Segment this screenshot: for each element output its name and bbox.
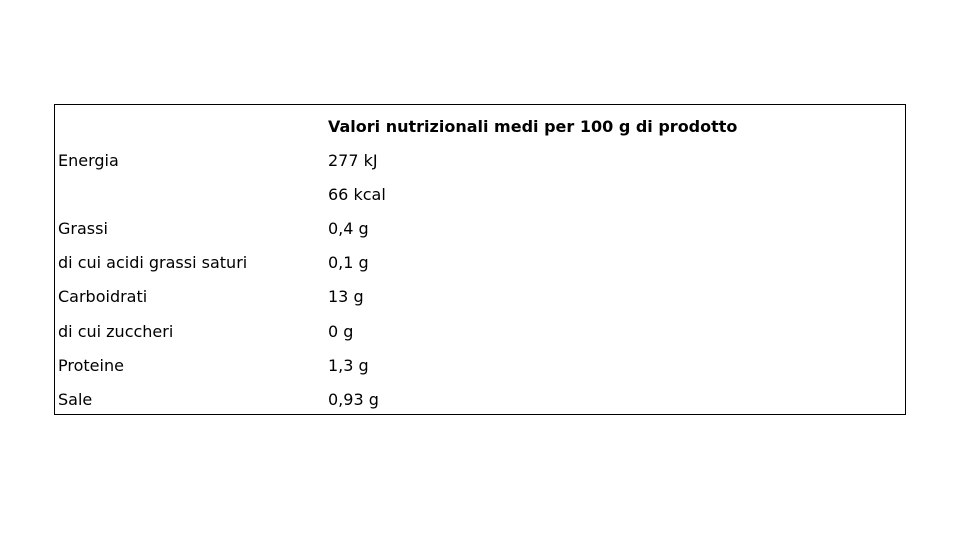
row-label: di cui zuccheri xyxy=(58,321,174,341)
row-label: Carboidrati xyxy=(58,287,148,307)
row-value: 0,4 g xyxy=(328,219,369,239)
row-value: 13 g xyxy=(328,287,364,307)
row-value: 0 g xyxy=(328,321,354,341)
row-label: Grassi xyxy=(58,219,108,239)
row-value: 66 kcal xyxy=(328,185,386,205)
nutrition-table: Valori nutrizionali medi per 100 g di pr… xyxy=(54,104,906,415)
row-value: 0,93 g xyxy=(328,389,379,409)
row-label: Proteine xyxy=(58,355,124,375)
row-value: 0,1 g xyxy=(328,253,369,273)
row-value: 1,3 g xyxy=(328,355,369,375)
row-label: Sale xyxy=(58,389,93,409)
row-value: 277 kJ xyxy=(328,151,378,170)
table-header: Valori nutrizionali medi per 100 g di pr… xyxy=(328,117,738,136)
row-label: Energia xyxy=(58,151,119,170)
row-label: di cui acidi grassi saturi xyxy=(58,253,248,273)
